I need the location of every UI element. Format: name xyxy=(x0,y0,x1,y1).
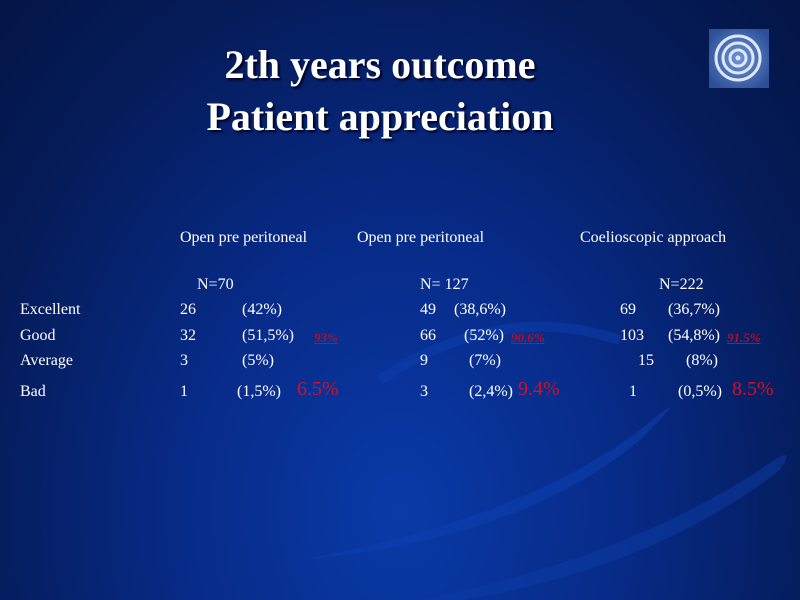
cell-percent: (2,4%) xyxy=(469,383,513,400)
cell-count: 69 xyxy=(620,301,636,318)
cell-percent: (38,6%) xyxy=(454,301,506,318)
cell-count: 3 xyxy=(180,352,188,369)
cell-percent: (8%) xyxy=(686,352,718,369)
slide-title-line-2: Patient appreciation xyxy=(206,94,554,139)
row-label-good: Good xyxy=(20,327,56,344)
cell-count: 26 xyxy=(180,301,196,318)
cell-percent: (1,5%) xyxy=(237,383,281,400)
column-n-3: N=222 xyxy=(659,276,704,293)
cell-count: 3 xyxy=(420,383,428,400)
column-n-1: N=70 xyxy=(197,276,234,293)
cell-percent: (0,5%) xyxy=(678,383,722,400)
concentric-rings-logo xyxy=(709,29,769,88)
good-total-2: 90.6% xyxy=(511,330,545,345)
column-heading-3: Coelioscopic approach xyxy=(580,229,727,246)
bad-total-2: 9.4% xyxy=(518,378,560,400)
cell-count: 32 xyxy=(180,327,196,344)
column-heading-2: Open pre peritoneal xyxy=(357,229,485,246)
good-total-1: 93% xyxy=(314,330,338,345)
bad-total-3: 8.5% xyxy=(732,378,774,400)
bad-total-1: 6.5% xyxy=(297,378,339,400)
cell-percent: (52%) xyxy=(464,327,504,344)
cell-percent: (54,8%) xyxy=(668,327,720,344)
cell-count: 103 xyxy=(620,327,644,344)
cell-count: 1 xyxy=(180,383,188,400)
cell-count: 66 xyxy=(420,327,436,344)
row-label-excellent: Excellent xyxy=(20,301,81,318)
cell-count: 49 xyxy=(420,301,436,318)
row-label-average: Average xyxy=(20,352,73,369)
cell-percent: (36,7%) xyxy=(668,301,720,318)
column-n-2: N= 127 xyxy=(420,276,469,293)
cell-percent: (51,5%) xyxy=(242,327,294,344)
row-label-bad: Bad xyxy=(20,383,46,400)
column-heading-1: Open pre peritoneal xyxy=(180,229,308,246)
good-total-3: 91.5% xyxy=(727,330,761,345)
cell-count: 9 xyxy=(420,352,428,369)
slide-title-line-1: 2th years outcome xyxy=(224,42,536,87)
cell-percent: (7%) xyxy=(469,352,501,369)
cell-count: 1 xyxy=(629,383,637,400)
cell-percent: (5%) xyxy=(242,352,274,369)
cell-count: 15 xyxy=(638,352,654,369)
cell-percent: (42%) xyxy=(242,301,282,318)
